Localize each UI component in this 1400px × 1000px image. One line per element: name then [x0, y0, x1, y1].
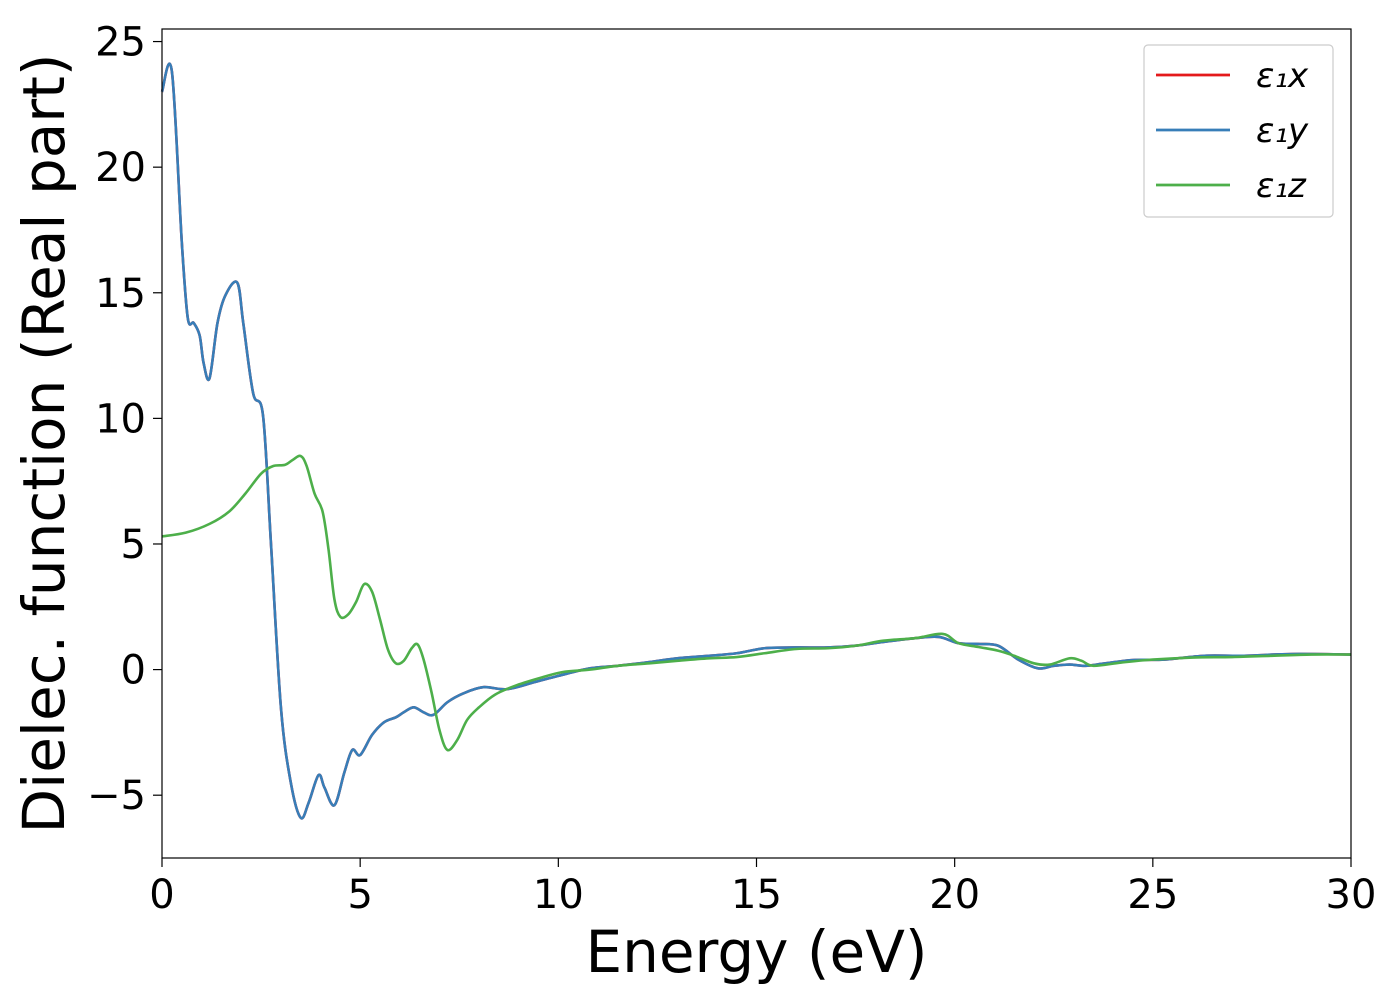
series-layer [160, 62, 1352, 820]
x-tick-label: 30 [1326, 872, 1377, 918]
legend-label-3: ε₁z [1256, 166, 1307, 206]
y-tick-label: 10 [95, 396, 146, 442]
series-line-3 [161, 454, 1352, 752]
x-tick-label: 25 [1127, 872, 1178, 918]
legend-label-2: ε₁y [1256, 111, 1309, 151]
x-tick-label: 15 [731, 872, 782, 918]
y-axis-label: Dielec. function (Real part) [10, 53, 78, 833]
y-tick-label: 15 [95, 271, 146, 317]
x-axis-label: Energy (eV) [585, 918, 927, 986]
x-tick-label: 5 [347, 872, 372, 918]
x-tick-label: 10 [533, 872, 584, 918]
y-axis: −5 0 5 10 15 20 25 [87, 20, 162, 819]
y-tick-label: 25 [95, 20, 146, 66]
legend-box [1143, 44, 1334, 218]
legend-label-1: ε₁x [1256, 56, 1309, 96]
y-tick-label: 0 [121, 648, 146, 694]
y-tick-label: 20 [95, 145, 146, 191]
legend: ε₁x ε₁y ε₁z [1143, 44, 1334, 218]
y-tick-label: 5 [121, 522, 146, 568]
x-tick-label: 0 [149, 872, 174, 918]
x-tick-label: 20 [929, 872, 980, 918]
x-axis: 0 5 10 15 20 25 30 [149, 858, 1376, 918]
series-line-2 [160, 62, 1352, 820]
y-tick-label: −5 [87, 773, 146, 819]
